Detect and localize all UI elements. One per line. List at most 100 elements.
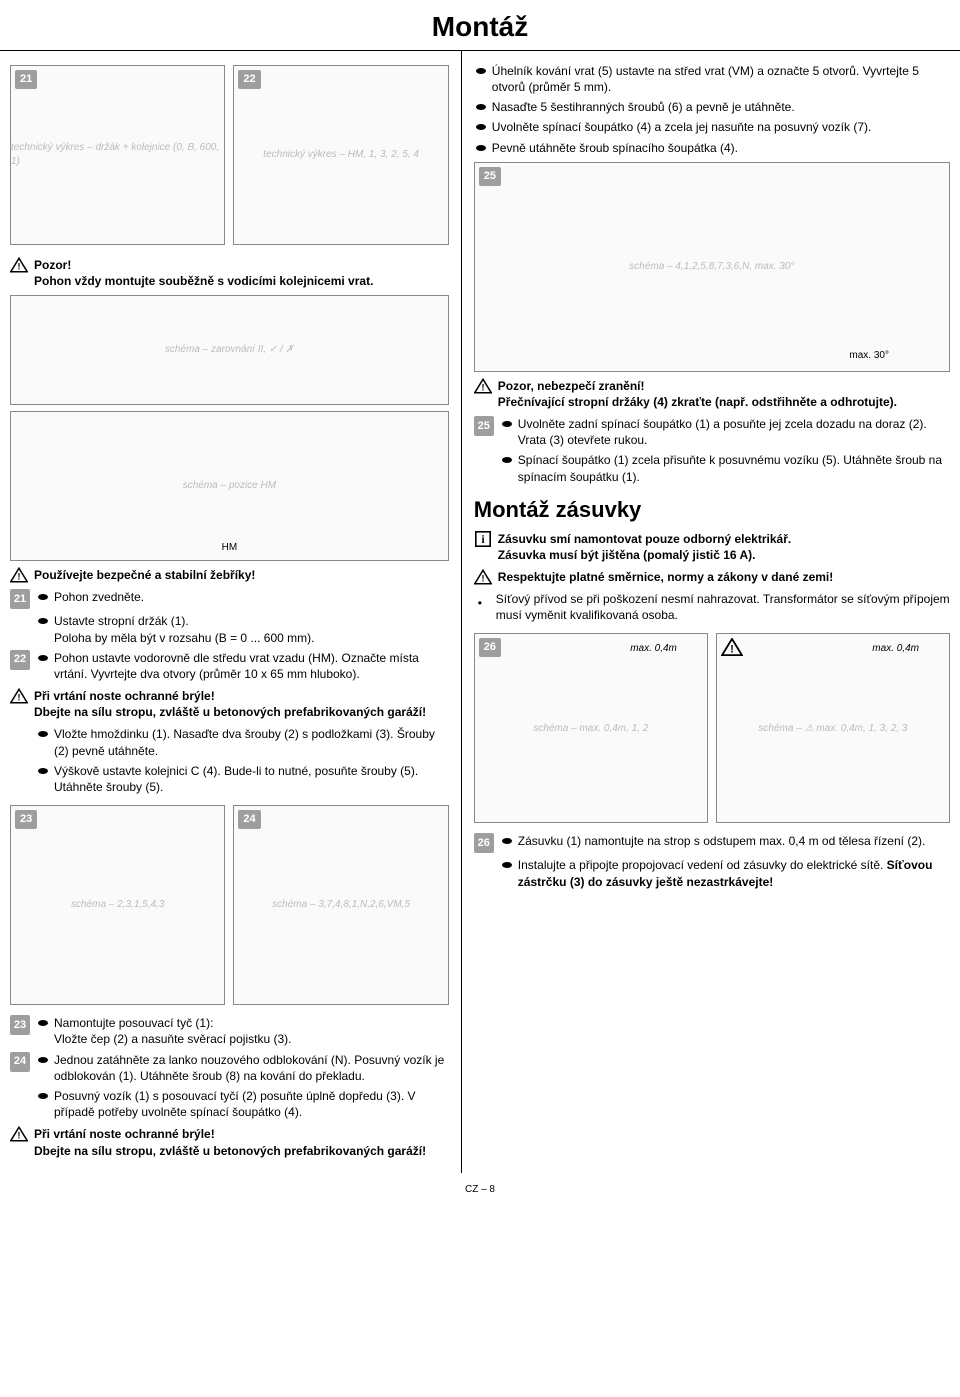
step-26-row-1: 26 Zásuvku (1) namontujte na strop s ods…: [474, 833, 950, 853]
step-num-26: 26: [474, 833, 494, 853]
figure-alignment: schéma – zarovnání II, ✓ / ✗: [10, 295, 449, 405]
info-electrician: i Zásuvku smí namontovat pouze odborný e…: [474, 531, 950, 563]
figure-26b-placeholder: schéma – ⚠ max. 0,4m, 1, 3, 2, 3: [758, 722, 907, 736]
step-25-b2: Spínací šoupátko (1) zcela přisuňte k po…: [518, 452, 950, 484]
bullet-dot: [476, 104, 486, 110]
intro-b1-text: Úhelník kování vrat (5) ustavte na střed…: [492, 63, 950, 95]
intro-b2-text: Nasaďte 5 šestihranných šroubů (6) a pev…: [492, 99, 950, 115]
figure-26a-tag: 26: [479, 638, 501, 657]
bullet-rail-text: Výškově ustavte kolejnici C (4). Bude-li…: [54, 763, 449, 795]
page-footer: CZ – 8: [0, 1173, 960, 1207]
svg-text:!: !: [730, 644, 734, 656]
step-21-b2b: Poloha by měla být v rozsahu (B = 0 ... …: [54, 631, 314, 645]
step-25-row-1: 25 Uvolněte zadní spínací šoupátko (1) a…: [474, 416, 950, 448]
bullet-dot: [502, 421, 512, 427]
figure-hm-placeholder: schéma – pozice HM: [183, 479, 276, 493]
figure-21: 21 technický výkres – držák + kolejnice …: [10, 65, 225, 245]
warning-drill-2: ! Při vrtání noste ochranné brýle! Dbejt…: [10, 1126, 449, 1158]
max-04-label-b: max. 0,4m: [872, 642, 919, 656]
bullet-dot: [38, 594, 48, 600]
bullet-dot: [476, 124, 486, 130]
bullet-cable: • Síťový přívod se při poškození nesmí n…: [478, 591, 950, 623]
figure-24-placeholder: schéma – 3,7,4,8,1,N,2,6,VM,5: [272, 898, 410, 912]
info-icon: i: [474, 531, 492, 547]
step-24-b1: Jednou zatáhněte za lanko nouzového odbl…: [54, 1052, 449, 1084]
warning-regulations-text: Respektujte platné směrnice, normy a zák…: [498, 569, 833, 585]
bullet-dowel-text: Vložte hmoždinku (1). Nasaďte dva šrouby…: [54, 726, 449, 758]
step-21-b1: Pohon zvedněte.: [54, 589, 449, 605]
figure-22-tag: 22: [238, 70, 260, 89]
max-04-label-a: max. 0,4m: [630, 642, 677, 656]
warning-ladders-text: Používejte bezpečné a stabilní žebříky!: [34, 567, 255, 583]
figure-26a: 26 schéma – max. 0,4m, 1, 2 max. 0,4m: [474, 633, 708, 823]
step-26-b1: Zásuvku (1) namontujte na strop s odstup…: [518, 833, 950, 849]
svg-text:i: i: [481, 534, 484, 546]
figure-hm-position: schéma – pozice HM HM: [10, 411, 449, 561]
step-21-row-2: Ustavte stropní držák (1). Poloha by měl…: [10, 613, 449, 645]
bullet-dot: [38, 1093, 48, 1099]
figure-25-placeholder: schéma – 4,1,2,5,8,7,3,6,N, max. 30°: [629, 260, 794, 274]
warning-icon: !: [474, 378, 492, 394]
figure-26b: ! schéma – ⚠ max. 0,4m, 1, 3, 2, 3 max. …: [716, 633, 950, 823]
warning-drill-1-text: Při vrtání noste ochranné brýle! Dbejte …: [34, 688, 426, 720]
warning-regulations: ! Respektujte platné směrnice, normy a z…: [474, 569, 950, 585]
bullet-dot: [502, 862, 512, 868]
step-25-row-2: Spínací šoupátko (1) zcela přisuňte k po…: [474, 452, 950, 484]
warning-drill-1: ! Při vrtání noste ochranné brýle! Dbejt…: [10, 688, 449, 720]
right-column: Úhelník kování vrat (5) ustavte na střed…: [461, 51, 960, 1173]
figure-24: 24 schéma – 3,7,4,8,1,N,2,6,VM,5: [233, 805, 448, 1005]
page-title: Montáž: [0, 0, 960, 50]
warning-icon: !: [10, 688, 28, 704]
warning-injury: ! Pozor, nebezpečí zranění! Přečnívající…: [474, 378, 950, 410]
step-23-b1b: Vložte čep (2) a nasuňte svěrací pojistk…: [54, 1032, 291, 1046]
svg-text:!: !: [18, 572, 21, 582]
intro-b2: Nasaďte 5 šestihranných šroubů (6) a pev…: [474, 99, 950, 115]
bullet-dot: [38, 731, 48, 737]
step-26-b2: Instalujte a připojte propojovací vedení…: [518, 857, 950, 889]
figure-21-placeholder: technický výkres – držák + kolejnice (0,…: [11, 141, 224, 168]
figure-23-tag: 23: [15, 810, 37, 829]
bullet-dot: [38, 768, 48, 774]
bullet-dowel: Vložte hmoždinku (1). Nasaďte dva šrouby…: [10, 726, 449, 758]
step-24-row-1: 24 Jednou zatáhněte za lanko nouzového o…: [10, 1052, 449, 1084]
bullet-dot: [502, 457, 512, 463]
figure-26a-placeholder: schéma – max. 0,4m, 1, 2: [533, 722, 648, 736]
figure-23: 23 schéma – 2,3,1,5,4,3: [10, 805, 225, 1005]
intro-b1: Úhelník kování vrat (5) ustavte na střed…: [474, 63, 950, 95]
warning-icon: !: [10, 1126, 28, 1142]
step-21-b2: Ustavte stropní držák (1).: [54, 614, 189, 628]
step-25-b1: Uvolněte zadní spínací šoupátko (1) a po…: [518, 416, 950, 448]
warning-parallel-text: Pozor! Pohon vždy montujte souběžně s vo…: [34, 257, 373, 289]
figure-22: 22 technický výkres – HM, 1, 3, 2, 5, 4: [233, 65, 448, 245]
bullet-dot: [38, 618, 48, 624]
warning-icon: !: [10, 567, 28, 583]
figure-25-tag: 25: [479, 167, 501, 186]
step-24-row-2: Posuvný vozík (1) s posouvací tyčí (2) p…: [10, 1088, 449, 1120]
left-column: 21 technický výkres – držák + kolejnice …: [0, 51, 461, 1173]
bullet-dot: [502, 838, 512, 844]
bullet-dot: [38, 1020, 48, 1026]
figure-22-placeholder: technický výkres – HM, 1, 3, 2, 5, 4: [263, 148, 419, 162]
svg-text:!: !: [481, 573, 484, 583]
step-num-23: 23: [10, 1015, 30, 1035]
step-num-24: 24: [10, 1052, 30, 1072]
step-num-21: 21: [10, 589, 30, 609]
warning-injury-text: Pozor, nebezpečí zranění! Přečnívající s…: [498, 378, 897, 410]
intro-b3: Uvolněte spínací šoupátko (4) a zcela je…: [474, 119, 950, 135]
intro-b4: Pevně utáhněte šroub spínacího šoupátka …: [474, 140, 950, 156]
step-26-row-2: Instalujte a připojte propojovací vedení…: [474, 857, 950, 889]
svg-text:!: !: [18, 693, 21, 703]
warning-drill-2-text: Při vrtání noste ochranné brýle! Dbejte …: [34, 1126, 426, 1158]
step-21-row-1: 21 Pohon zvedněte.: [10, 589, 449, 609]
bullet-dot: [38, 1057, 48, 1063]
svg-text:!: !: [481, 382, 484, 392]
warning-icon: !: [721, 638, 743, 661]
step-23-row-1: 23 Namontujte posouvací tyč (1): Vložte …: [10, 1015, 449, 1047]
step-num-22: 22: [10, 650, 30, 670]
bullet-dot: [476, 68, 486, 74]
figure-25: 25 schéma – 4,1,2,5,8,7,3,6,N, max. 30° …: [474, 162, 950, 372]
step-24-b2: Posuvný vozík (1) s posouvací tyčí (2) p…: [54, 1088, 449, 1120]
bullet-dot: [38, 655, 48, 661]
figure-21-tag: 21: [15, 70, 37, 89]
warning-icon: !: [10, 257, 28, 273]
